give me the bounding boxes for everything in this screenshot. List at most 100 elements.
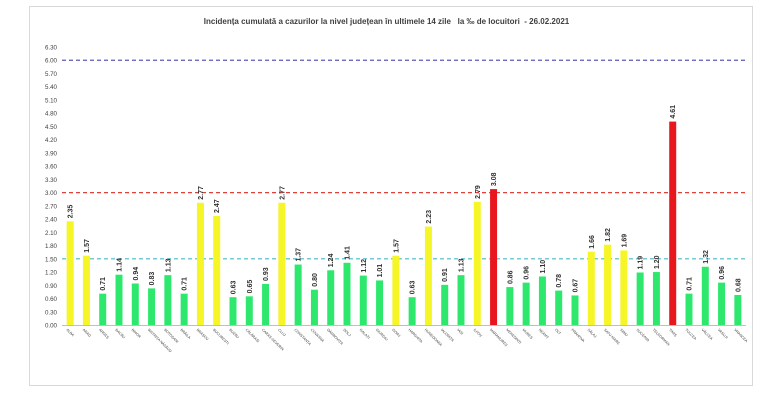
y-tick-label: 4.80 — [45, 111, 58, 118]
value-label: 0.93 — [263, 267, 270, 281]
y-tick-label: 3.90 — [45, 150, 58, 157]
chart-title: Incidența cumulată a cazurilor la nivel … — [203, 17, 570, 26]
category-label: OLT — [554, 328, 562, 336]
value-label: 0.65 — [247, 280, 254, 294]
category-label: DÂMBOVIȚA — [326, 328, 344, 346]
category-label: BRĂILA — [179, 328, 191, 340]
bar — [473, 201, 481, 325]
value-label: 0.68 — [735, 278, 742, 292]
value-label: 3.08 — [491, 172, 498, 186]
bar — [229, 297, 237, 325]
value-label: 1.32 — [703, 250, 710, 264]
category-label: ILFOV — [473, 328, 484, 339]
category-label: SUCEAVA — [635, 328, 650, 343]
y-tick-label: 5.70 — [45, 71, 58, 78]
bar — [685, 293, 693, 325]
bar — [620, 250, 628, 325]
bar — [327, 270, 335, 325]
value-label: 0.67 — [573, 279, 580, 293]
bar — [213, 216, 221, 325]
category-label: TELEORMAN — [652, 328, 671, 347]
category-label: SĂLAJ — [587, 328, 598, 339]
value-label: 2.35 — [68, 205, 75, 219]
y-tick-label: 4.50 — [45, 124, 58, 131]
value-label: 0.94 — [133, 267, 140, 281]
bar — [164, 275, 172, 325]
value-label: 0.80 — [312, 273, 319, 287]
bar — [652, 272, 660, 325]
y-tick-label: 5.40 — [45, 84, 58, 91]
value-label: 1.66 — [589, 235, 596, 249]
y-tick-label: 0.30 — [45, 309, 58, 316]
bar — [441, 284, 449, 325]
category-label: IAȘI — [456, 328, 464, 336]
category-label: TULCEA — [684, 328, 697, 341]
value-label: 0.91 — [442, 268, 449, 282]
category-label: PRAHOVA — [570, 328, 585, 343]
value-label: 0.96 — [719, 266, 726, 280]
category-label: COVASNA — [310, 328, 325, 343]
category-label: NEAMȚ — [538, 328, 550, 340]
category-label: MEHEDINȚI — [505, 328, 522, 345]
value-label: 0.96 — [524, 266, 531, 280]
bar — [294, 264, 302, 325]
bar — [343, 262, 351, 325]
y-tick-label: 2.40 — [45, 217, 58, 224]
bar — [701, 266, 709, 325]
category-label: BOTOȘANI — [163, 328, 179, 344]
value-label: 1.13 — [165, 258, 172, 272]
value-label: 1.14 — [117, 258, 124, 272]
bar — [718, 282, 726, 325]
value-label: 1.82 — [605, 228, 612, 242]
value-label: 0.63 — [410, 280, 417, 294]
value-label: 1.10 — [540, 260, 547, 274]
category-label: BUCUREȘTI — [212, 328, 230, 346]
bar — [538, 276, 546, 325]
category-label: BUZĂU — [228, 328, 240, 340]
value-label: 1.20 — [654, 255, 661, 269]
bar — [522, 282, 530, 325]
category-label: ARGEȘ — [98, 328, 110, 340]
value-label: 0.78 — [556, 274, 563, 288]
bar — [148, 288, 156, 325]
bar — [424, 226, 432, 325]
y-tick-label: 1.50 — [45, 256, 58, 263]
bar — [310, 289, 318, 325]
y-tick-label: 4.20 — [45, 137, 58, 144]
y-tick-label: 2.70 — [45, 203, 58, 210]
category-label: TIMIȘ — [668, 328, 678, 338]
value-label: 4.61 — [670, 105, 677, 119]
y-tick-label: 2.10 — [45, 230, 58, 237]
bar — [262, 283, 270, 325]
value-label: 2.77 — [198, 186, 205, 200]
value-label: 0.83 — [149, 272, 156, 286]
y-tick-label: 1.80 — [45, 243, 58, 250]
value-label: 1.13 — [459, 258, 466, 272]
bar — [245, 296, 253, 325]
y-tick-label: 1.20 — [45, 270, 58, 277]
bar — [66, 221, 74, 325]
value-label: 1.01 — [377, 264, 384, 278]
bar — [392, 255, 400, 325]
y-tick-label: 0.00 — [45, 323, 58, 330]
bar — [131, 283, 139, 325]
value-label: 1.41 — [345, 246, 352, 260]
bar — [180, 293, 188, 325]
bar — [196, 202, 204, 325]
category-label: CONSTANȚA — [293, 328, 312, 347]
value-label: 1.57 — [393, 239, 400, 253]
bar — [587, 251, 595, 325]
y-tick-label: 3.00 — [45, 190, 58, 197]
value-label: 1.12 — [361, 259, 368, 273]
value-label: 2.79 — [475, 185, 482, 199]
category-label: DOLJ — [342, 328, 351, 337]
category-label: VASLUI — [717, 328, 729, 340]
category-label: ARAD — [82, 328, 92, 338]
category-label: CĂLĂRAȘI — [245, 328, 260, 343]
value-label: 0.71 — [182, 277, 189, 291]
category-label: VRANCEA — [733, 328, 749, 344]
bar — [278, 202, 286, 325]
value-label: 1.69 — [621, 234, 628, 248]
category-label: BIHOR — [131, 328, 142, 339]
category-label: CLUJ — [277, 328, 286, 337]
